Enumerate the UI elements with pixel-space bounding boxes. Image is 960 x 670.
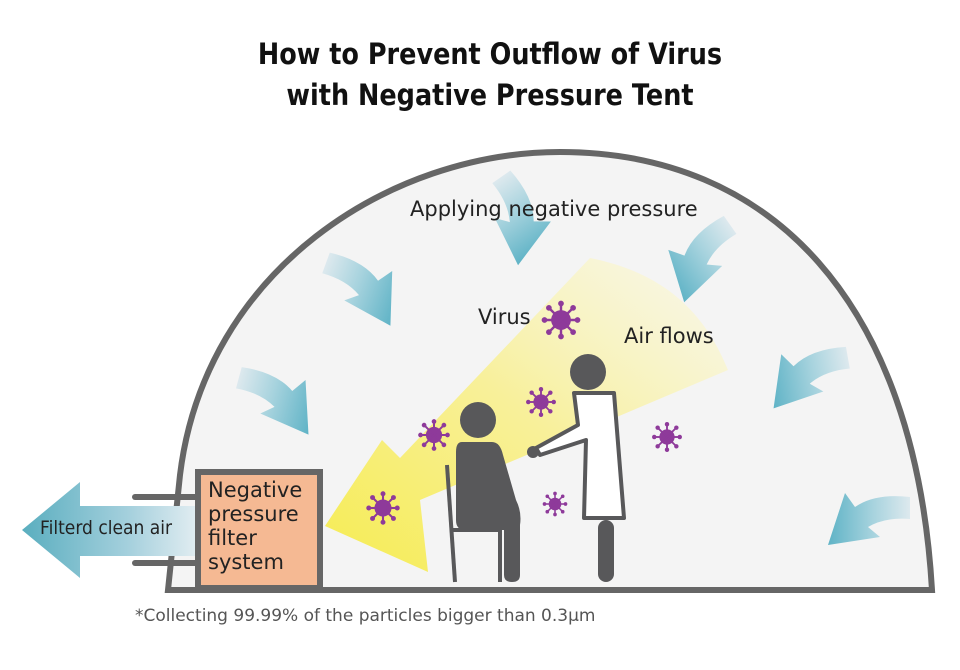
footnote: *Collecting 99.99% of the particles bigg… bbox=[135, 606, 596, 626]
airflow-beam bbox=[325, 258, 728, 572]
virus-icon bbox=[651, 421, 683, 453]
filter-label-line: Negative bbox=[208, 478, 303, 502]
title-line-1: How to Prevent Outflow of Virus bbox=[257, 37, 723, 71]
filter-box bbox=[195, 469, 323, 591]
virus-icon bbox=[417, 418, 451, 452]
virus-icon bbox=[525, 386, 557, 418]
air-flows-label: Air flows bbox=[624, 324, 714, 348]
virus-icon bbox=[540, 299, 582, 341]
title-line-2: with Negative Pressure Tent bbox=[286, 78, 694, 112]
clean-air-label: Filterd clean air bbox=[40, 517, 173, 539]
clean-air-arrow-icon bbox=[22, 482, 200, 578]
filter-label-line: pressure bbox=[208, 502, 299, 526]
patient-figure bbox=[456, 402, 521, 582]
doctor-figure bbox=[527, 354, 626, 582]
virus-icon bbox=[541, 490, 569, 518]
filter-label-line: system bbox=[208, 550, 284, 574]
virus-icon bbox=[365, 490, 401, 526]
chair bbox=[445, 464, 502, 583]
filter-label-line: filter bbox=[208, 526, 257, 550]
virus-label: Virus bbox=[478, 305, 531, 329]
applying-pressure-label: Applying negative pressure bbox=[410, 197, 698, 221]
filter-system-label: Negative pressure filter system bbox=[208, 478, 302, 574]
